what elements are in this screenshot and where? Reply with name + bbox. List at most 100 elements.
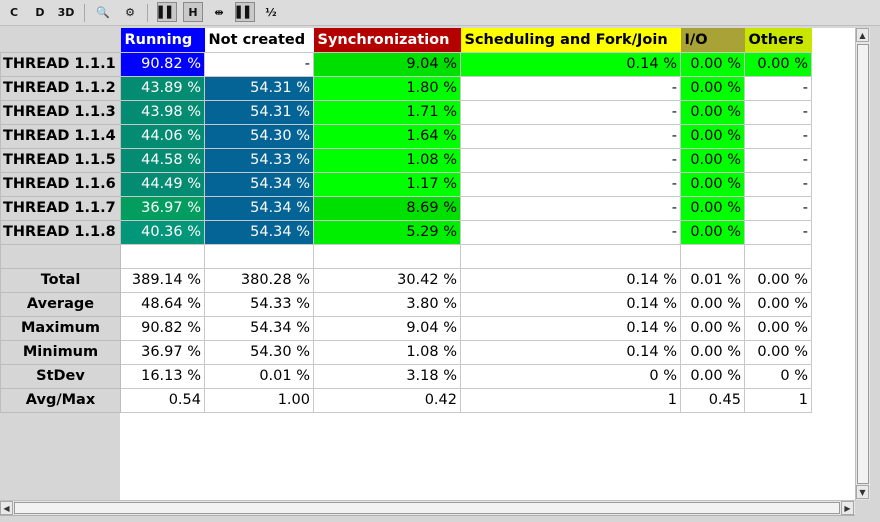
fraction-icon[interactable]: ½ (265, 5, 277, 19)
stats-cell[interactable]: 1 (460, 387, 681, 413)
scroll-down-icon[interactable]: ▼ (856, 485, 869, 499)
table-cell[interactable]: 44.49 % (120, 171, 205, 197)
table-cell[interactable]: 0.00 % (680, 75, 745, 101)
stats-cell[interactable]: 1 (744, 387, 812, 413)
table-cell[interactable]: 1.71 % (313, 99, 461, 125)
stats-cell[interactable]: 1.00 (204, 387, 314, 413)
stats-cell[interactable]: 3.80 % (313, 291, 461, 317)
table-cell[interactable]: 40.36 % (120, 219, 205, 245)
table-cell[interactable]: 90.82 % (120, 51, 205, 77)
stats-cell[interactable]: 0.42 (313, 387, 461, 413)
table-cell[interactable]: 0.00 % (744, 51, 812, 77)
stats-cell[interactable]: 0.00 % (744, 267, 812, 293)
display-icon[interactable]: D (35, 5, 45, 19)
table-cell[interactable]: 9.04 % (313, 51, 461, 77)
stats-cell[interactable]: 90.82 % (120, 315, 205, 341)
stats-cell[interactable]: 0.01 % (204, 363, 314, 389)
paint-columns-icon[interactable]: ▌▌ (235, 2, 255, 22)
stats-cell[interactable]: 36.97 % (120, 339, 205, 365)
table-cell[interactable]: 54.34 % (204, 195, 314, 221)
table-cell[interactable]: - (744, 171, 812, 197)
stats-cell[interactable]: 380.28 % (204, 267, 314, 293)
row-header[interactable]: THREAD 1.1.2 (0, 75, 121, 101)
stats-cell[interactable]: 389.14 % (120, 267, 205, 293)
stats-cell[interactable]: 0.00 % (680, 315, 745, 341)
stats-cell[interactable]: 0.01 % (680, 267, 745, 293)
table-cell[interactable]: 0.14 % (460, 51, 681, 77)
table-cell[interactable]: 0.00 % (680, 147, 745, 173)
stats-cell[interactable]: 3.18 % (313, 363, 461, 389)
stats-cell[interactable]: 54.30 % (204, 339, 314, 365)
hide-empty-icon[interactable]: H (183, 2, 203, 22)
code-color-icon[interactable]: C (9, 5, 19, 19)
table-cell[interactable]: - (744, 195, 812, 221)
stats-cell[interactable]: 0.54 (120, 387, 205, 413)
3d-icon[interactable]: 3D (57, 5, 75, 19)
scroll-up-icon[interactable]: ▲ (856, 28, 869, 42)
row-header[interactable]: THREAD 1.1.8 (0, 219, 121, 245)
row-header[interactable]: THREAD 1.1.3 (0, 99, 121, 125)
table-cell[interactable]: - (460, 219, 681, 245)
table-cell[interactable]: 8.69 % (313, 195, 461, 221)
row-header[interactable]: THREAD 1.1.1 (0, 51, 121, 77)
table-cell[interactable]: 44.06 % (120, 123, 205, 149)
expand-columns-icon[interactable]: ⇹ (214, 5, 224, 19)
table-cell[interactable]: 1.08 % (313, 147, 461, 173)
table-cell[interactable]: - (460, 147, 681, 173)
stats-cell[interactable]: 16.13 % (120, 363, 205, 389)
column-header[interactable]: I/O (680, 28, 745, 52)
table-cell[interactable]: 1.64 % (313, 123, 461, 149)
table-cell[interactable]: 43.89 % (120, 75, 205, 101)
stats-cell[interactable]: 0.14 % (460, 339, 681, 365)
stats-cell[interactable]: 0 % (460, 363, 681, 389)
stats-cell[interactable]: 9.04 % (313, 315, 461, 341)
stats-cell[interactable]: 0.45 (680, 387, 745, 413)
table-cell[interactable]: 36.97 % (120, 195, 205, 221)
column-header[interactable]: Not created (204, 28, 314, 52)
column-header[interactable]: Running (120, 28, 205, 52)
stats-cell[interactable]: 0.00 % (744, 339, 812, 365)
column-header[interactable]: Scheduling and Fork/Join (460, 28, 681, 52)
row-header[interactable]: THREAD 1.1.6 (0, 171, 121, 197)
table-cell[interactable]: - (744, 99, 812, 125)
row-header[interactable]: THREAD 1.1.7 (0, 195, 121, 221)
stats-cell[interactable]: 0.14 % (460, 315, 681, 341)
vertical-scroll-thumb[interactable] (857, 44, 869, 484)
table-cell[interactable]: - (744, 219, 812, 245)
table-cell[interactable]: 54.34 % (204, 171, 314, 197)
table-cell[interactable]: 1.80 % (313, 75, 461, 101)
stats-cell[interactable]: 0.14 % (460, 267, 681, 293)
table-cell[interactable]: 1.17 % (313, 171, 461, 197)
histogram-table-viewport[interactable]: Running Not created Synchronization Schedul… (0, 28, 855, 500)
stats-cell[interactable]: 48.64 % (120, 291, 205, 317)
table-cell[interactable]: - (744, 123, 812, 149)
table-cell[interactable]: 54.33 % (204, 147, 314, 173)
stats-cell[interactable]: 54.34 % (204, 315, 314, 341)
table-cell[interactable]: - (744, 75, 812, 101)
stats-cell[interactable]: 0 % (744, 363, 812, 389)
table-cell[interactable]: 54.30 % (204, 123, 314, 149)
stats-cell[interactable]: 30.42 % (313, 267, 461, 293)
row-header[interactable]: THREAD 1.1.5 (0, 147, 121, 173)
table-cell[interactable]: - (460, 195, 681, 221)
table-cell[interactable]: - (460, 123, 681, 149)
table-cell[interactable]: 5.29 % (313, 219, 461, 245)
table-cell[interactable]: 0.00 % (680, 51, 745, 77)
table-cell[interactable]: 44.58 % (120, 147, 205, 173)
stats-cell[interactable]: 0.14 % (460, 291, 681, 317)
column-header[interactable]: Others (744, 28, 812, 52)
table-cell[interactable]: 0.00 % (680, 123, 745, 149)
stats-cell[interactable]: 0.00 % (680, 339, 745, 365)
column-header[interactable]: Synchronization (313, 28, 461, 52)
stats-cell[interactable]: 0.00 % (680, 363, 745, 389)
table-cell[interactable]: - (204, 51, 314, 77)
horizontal-scroll-thumb[interactable] (14, 502, 840, 514)
filter-icon[interactable]: ⚙ (125, 5, 135, 19)
table-cell[interactable]: 0.00 % (680, 219, 745, 245)
table-cell[interactable]: 0.00 % (680, 195, 745, 221)
stats-cell[interactable]: 0.00 % (744, 315, 812, 341)
table-cell[interactable]: 43.98 % (120, 99, 205, 125)
table-cell[interactable]: 0.00 % (680, 171, 745, 197)
vertical-scrollbar[interactable]: ▲ ▼ (855, 28, 870, 500)
table-cell[interactable]: 54.31 % (204, 75, 314, 101)
